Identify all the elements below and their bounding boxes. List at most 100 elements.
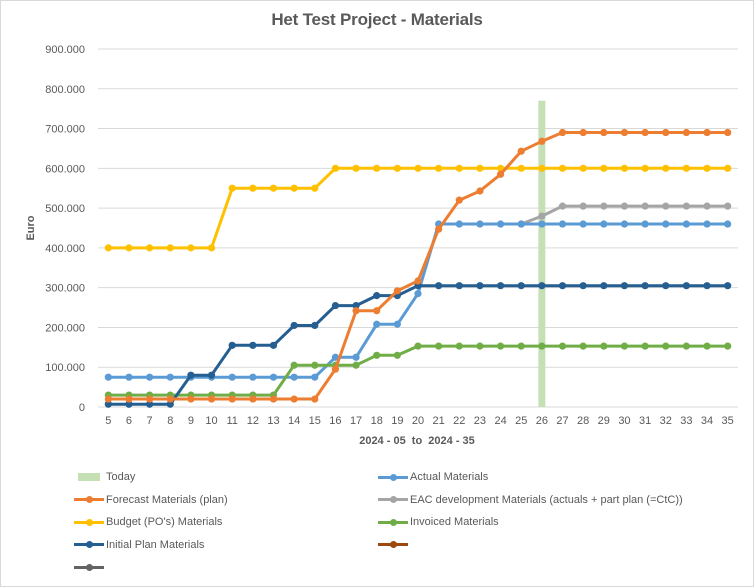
- x-tick-label: 8: [167, 415, 173, 427]
- series-budget-po-s-materials: [104, 164, 732, 252]
- legend-label: Initial Plan Materials: [106, 538, 205, 551]
- data-point: [538, 137, 546, 145]
- data-point: [476, 187, 484, 195]
- data-point: [496, 282, 505, 290]
- data-point: [476, 220, 484, 228]
- data-point: [682, 164, 690, 172]
- x-tick-label: 21: [433, 415, 445, 427]
- data-point: [620, 282, 629, 290]
- data-point: [641, 220, 649, 228]
- x-tick-label: 27: [556, 415, 568, 427]
- data-point: [104, 395, 112, 403]
- y-tick-label: 0: [79, 402, 85, 414]
- data-point: [228, 184, 236, 192]
- data-point: [538, 164, 546, 172]
- data-point: [641, 282, 649, 290]
- data-point: [352, 301, 360, 310]
- series-invoiced-materials: [104, 342, 732, 399]
- data-point: [228, 395, 236, 403]
- x-tick-label: 18: [371, 415, 383, 427]
- data-point: [249, 184, 257, 192]
- y-tick-label: 200.000: [45, 322, 85, 334]
- legend-label: Invoiced Materials: [410, 516, 499, 528]
- data-point: [414, 164, 422, 172]
- legend-item: Budget (PO's) Materials: [74, 514, 222, 530]
- y-tick-label: 400.000: [45, 243, 85, 255]
- data-point: [187, 395, 195, 403]
- data-point: [662, 220, 670, 228]
- x-tick-label: 14: [288, 415, 300, 427]
- data-point: [538, 282, 546, 290]
- data-point: [682, 202, 690, 210]
- data-point: [414, 277, 422, 285]
- data-point: [558, 282, 567, 290]
- data-point: [682, 342, 690, 350]
- legend-label: EAC development Materials (actuals + par…: [410, 493, 683, 506]
- x-tick-label: 34: [701, 415, 713, 427]
- data-point: [600, 282, 608, 290]
- data-point: [579, 220, 587, 228]
- data-point: [662, 164, 670, 172]
- data-point: [435, 225, 443, 233]
- x-axis-title: 2024 - 05 to 2024 - 35: [359, 435, 475, 447]
- legend-item: EAC development Materials (actuals + par…: [378, 492, 683, 508]
- data-point: [311, 395, 319, 403]
- data-point: [207, 395, 216, 403]
- legend-label: Budget (PO's) Materials: [106, 516, 223, 528]
- data-point: [724, 202, 732, 210]
- x-tick-label: 9: [188, 415, 194, 427]
- x-tick-label: 15: [309, 415, 321, 427]
- today-bar: [538, 100, 546, 407]
- data-point: [641, 164, 649, 172]
- data-point: [352, 353, 360, 361]
- data-point: [228, 341, 236, 349]
- x-tick-label: 24: [494, 415, 506, 427]
- data-point: [249, 341, 257, 349]
- data-point: [393, 351, 401, 359]
- x-tick-label: 28: [577, 415, 589, 427]
- data-point: [166, 395, 174, 403]
- data-point: [662, 128, 670, 137]
- data-point: [435, 342, 443, 350]
- data-point: [166, 244, 174, 252]
- data-point: [496, 170, 505, 178]
- legend-swatch: [74, 517, 104, 527]
- legend-swatch: [74, 495, 104, 505]
- data-point: [620, 220, 629, 228]
- legend-item: Actual Materials: [378, 469, 488, 485]
- legend-item: Initial Plan Materials: [74, 537, 204, 553]
- y-tick-label: 600.000: [45, 163, 85, 175]
- data-point: [558, 128, 567, 137]
- x-tick-label: 22: [453, 415, 465, 427]
- data-point: [187, 371, 195, 379]
- data-point: [269, 373, 278, 381]
- data-point: [331, 365, 340, 373]
- data-point: [373, 307, 381, 315]
- data-point: [476, 164, 484, 172]
- legend-item: Invoiced Materials: [378, 514, 499, 530]
- data-point: [146, 400, 154, 408]
- data-point: [146, 373, 154, 381]
- series-forecast-materials-plan: [104, 128, 732, 403]
- series-line: [108, 344, 728, 397]
- data-point: [393, 287, 401, 295]
- data-point: [249, 395, 257, 403]
- x-tick-label: 19: [391, 415, 403, 427]
- data-point: [125, 244, 133, 252]
- data-point: [724, 164, 732, 172]
- data-point: [455, 282, 463, 290]
- legend-label: Actual Materials: [410, 471, 489, 483]
- data-point: [682, 282, 690, 290]
- legend-swatch: [74, 562, 104, 572]
- data-point: [662, 202, 670, 210]
- gridlines: [98, 48, 738, 408]
- x-tick-label: 26: [536, 415, 548, 427]
- data-point: [373, 164, 381, 172]
- legend-label: Forecast Materials (plan): [106, 493, 228, 506]
- x-tick-label: 7: [147, 415, 153, 427]
- data-point: [455, 220, 463, 228]
- data-point: [579, 128, 587, 137]
- data-point: [620, 128, 629, 137]
- series-line: [108, 131, 728, 401]
- data-point: [373, 292, 381, 300]
